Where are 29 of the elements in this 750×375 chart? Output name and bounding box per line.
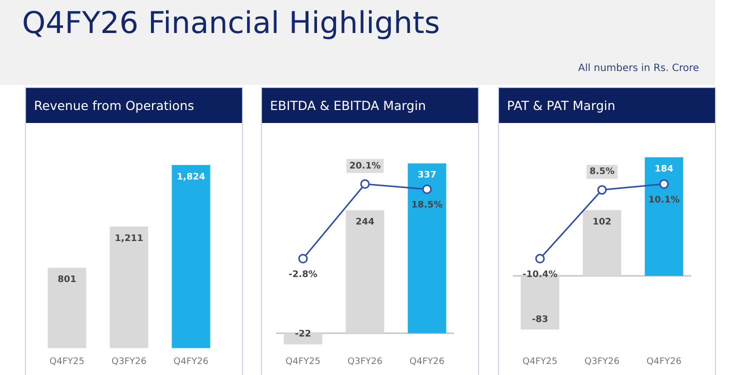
- x-tick-label: Q4FY25: [522, 356, 558, 367]
- data-label: -22: [294, 330, 312, 340]
- data-label: 1,211: [114, 234, 144, 244]
- x-tick-label: Q4FY25: [50, 356, 84, 367]
- data-label: 1,824: [176, 172, 206, 182]
- x-tick-label: Q4FY26: [174, 356, 209, 367]
- data-label: 801: [58, 275, 76, 286]
- text: All numbers in Rs. Crore: [578, 63, 699, 74]
- data-label: 8.5%: [590, 167, 614, 178]
- data-label: -2.8%: [288, 270, 318, 280]
- data-label: 20.1%: [349, 161, 381, 172]
- chart-title: Revenue from Operations: [26, 88, 242, 123]
- text: Q4FY26 Financial Highlights: [22, 6, 440, 41]
- x-tick-label: Q4FY26: [410, 356, 445, 367]
- chart-title: PAT & PAT Margin: [499, 88, 715, 123]
- data-label: 18.5%: [411, 200, 443, 211]
- x-tick-label: Q3FY26: [584, 356, 620, 367]
- data-label: 337: [418, 170, 436, 181]
- data-label: -83: [532, 314, 548, 325]
- x-tick-label: Q4FY25: [286, 356, 320, 367]
- x-tick-label: Q3FY26: [112, 356, 147, 367]
- data-label: 10.1%: [648, 195, 680, 206]
- data-label: 244: [356, 218, 374, 228]
- data-label: 184: [654, 164, 674, 175]
- x-tick-label: Q3FY26: [348, 356, 383, 367]
- data-label: 102: [592, 217, 612, 228]
- data-label: -10.4%: [522, 270, 558, 280]
- chart-title: EBITDA & EBITDA Margin: [262, 88, 478, 123]
- x-tick-label: Q4FY26: [646, 356, 682, 367]
